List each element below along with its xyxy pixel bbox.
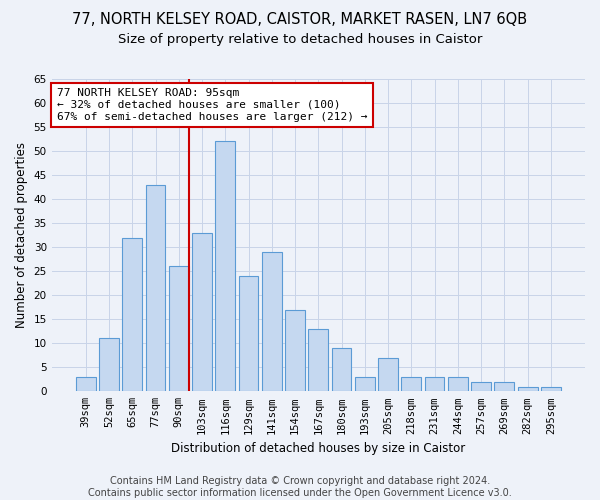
Bar [192,233,212,392]
Bar [378,358,398,392]
Bar [99,338,119,392]
Bar [355,377,375,392]
Bar [401,377,421,392]
Bar [518,386,538,392]
Y-axis label: Number of detached properties: Number of detached properties [15,142,28,328]
Bar [76,377,95,392]
Bar [285,310,305,392]
Bar [332,348,352,392]
Bar [239,276,259,392]
Text: Contains HM Land Registry data © Crown copyright and database right 2024.
Contai: Contains HM Land Registry data © Crown c… [88,476,512,498]
Bar [169,266,188,392]
Text: 77, NORTH KELSEY ROAD, CAISTOR, MARKET RASEN, LN7 6QB: 77, NORTH KELSEY ROAD, CAISTOR, MARKET R… [73,12,527,28]
Bar [471,382,491,392]
Bar [448,377,468,392]
Bar [425,377,445,392]
Bar [541,386,561,392]
Bar [308,329,328,392]
Bar [122,238,142,392]
Bar [262,252,282,392]
Text: 77 NORTH KELSEY ROAD: 95sqm
← 32% of detached houses are smaller (100)
67% of se: 77 NORTH KELSEY ROAD: 95sqm ← 32% of det… [57,88,367,122]
Bar [494,382,514,392]
Bar [146,184,166,392]
X-axis label: Distribution of detached houses by size in Caistor: Distribution of detached houses by size … [171,442,466,455]
Text: Size of property relative to detached houses in Caistor: Size of property relative to detached ho… [118,32,482,46]
Bar [215,142,235,392]
